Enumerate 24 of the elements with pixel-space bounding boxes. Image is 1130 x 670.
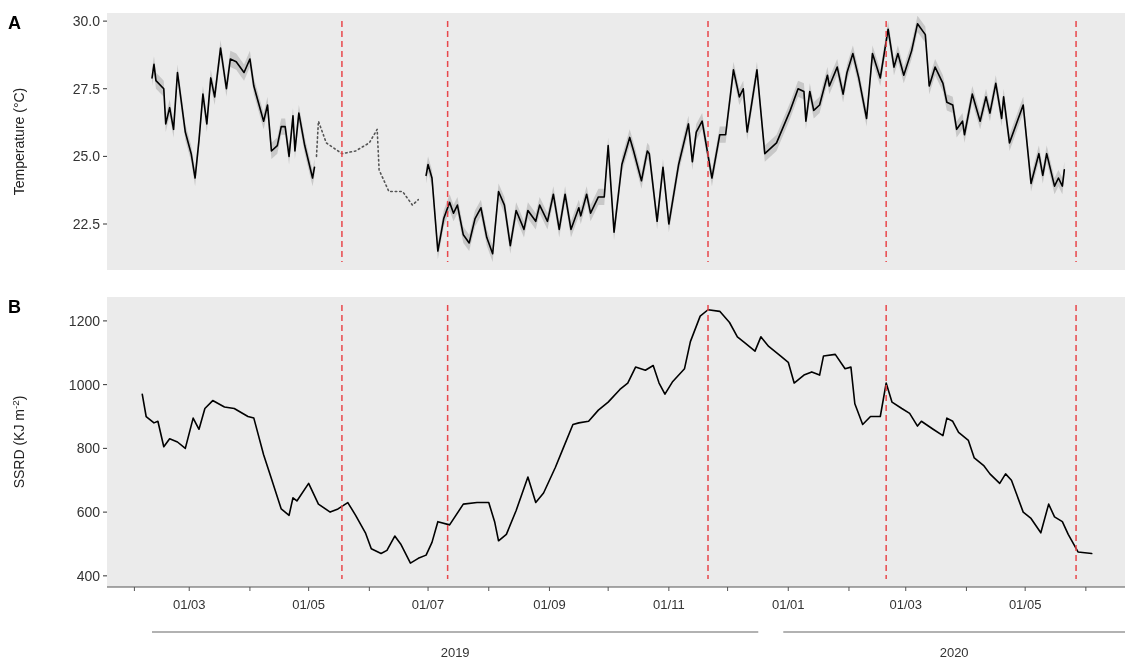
x-tick-label: 01/11	[653, 597, 685, 612]
x-tick-label: 01/05	[292, 597, 325, 612]
y-tick-label: 600	[76, 504, 101, 521]
y-tick-label: 1200	[68, 312, 101, 329]
y-tick-label: 1000	[68, 376, 101, 393]
x-tick-label: 01/05	[1008, 597, 1042, 612]
line-series	[315, 120, 420, 206]
x-tick-label: 01/09	[533, 597, 566, 612]
y-axis-title: Temperature (°C)	[11, 87, 27, 196]
y-tick-label: 27.5	[72, 80, 101, 97]
y-tick-label: 400	[76, 567, 101, 584]
text: 2019	[440, 645, 470, 660]
y-tick-label: 800	[76, 440, 101, 457]
x-tick-label: 01/07	[411, 597, 445, 612]
y-tick-label: 22.5	[72, 215, 101, 232]
y-tick-label: 30.0	[72, 13, 101, 30]
x-tick-label: 01/03	[172, 597, 206, 612]
y-tick-label: 25.0	[72, 148, 101, 165]
text: 2020	[939, 645, 969, 660]
chart-title: A	[8, 13, 21, 33]
chart-title: B	[8, 297, 21, 317]
x-tick-label: 01/01	[772, 597, 805, 612]
line-series	[141, 308, 1093, 564]
x-tick-label: 01/03	[889, 597, 923, 612]
